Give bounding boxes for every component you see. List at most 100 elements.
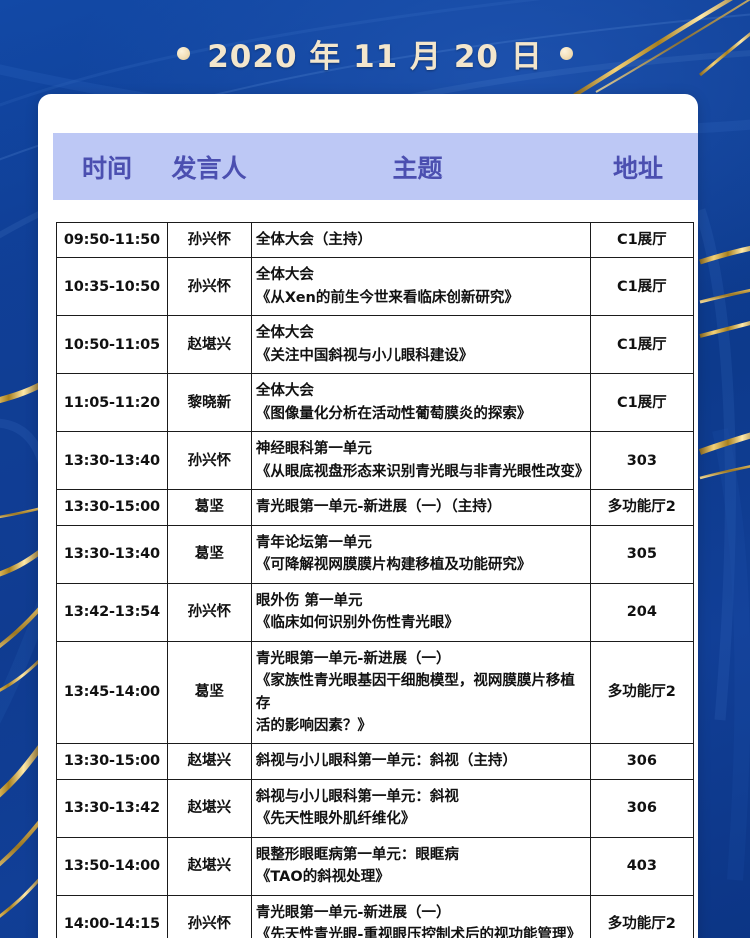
cell-time: 13:42-13:54 <box>56 582 168 642</box>
cell-venue: 多功能厅2 <box>589 640 695 745</box>
cell-topic: 斜视与小儿眼科第一单元：斜视（主持） <box>250 743 591 780</box>
event-date-text: 2020 年 11 月 20 日 <box>207 38 543 75</box>
topic-line: 眼整形眼眶病第一单元：眼眶病 <box>255 846 459 863</box>
topic-line: 《从Xen的前生今世来看临床创新研究》 <box>255 289 519 306</box>
cell-venue: 305 <box>589 524 695 584</box>
table-row: 13:30-13:40 葛坚 青年论坛第一单元《可降解视网膜膜片构建移植及功能研究》… <box>56 524 695 584</box>
table-row: 13:50-14:00 赵堪兴 眼整形眼眶病第一单元：眼眶病 《TAO的斜视处理》 40… <box>56 836 695 896</box>
cell-topic: 青年论坛第一单元《可降解视网膜膜片构建移植及功能研究》 <box>250 524 591 584</box>
cell-time: 13:30-15:00 <box>56 743 168 780</box>
cell-speaker: 赵堪兴 <box>166 743 252 780</box>
topic-line: 全体大会 <box>255 325 314 342</box>
cell-venue: C1展厅 <box>589 221 695 259</box>
table-row: 14:00-14:15 孙兴怀 青光眼第一单元-新进展（一） 《先天性青光眼-重视眼压… <box>56 894 695 938</box>
cell-topic: 青光眼第一单元-新进展（一） 《家族性青光眼基因干细胞模型，视网膜膜片移植存活的影… <box>250 640 591 745</box>
cell-time: 13:30-13:40 <box>56 431 168 491</box>
cell-venue: 306 <box>589 778 695 838</box>
topic-line: 全体大会 <box>255 267 314 284</box>
table-row: 13:30-15:00 葛坚 青光眼第一单元-新进展（一）（主持） 多功能厅2 <box>56 489 695 526</box>
cell-time: 13:45-14:00 <box>56 640 168 745</box>
table-row: 11:05-11:20 黎晓新 全体大会 《图像量化分析在活动性葡萄膜炎的探索》 C1展… <box>56 373 695 433</box>
cell-speaker: 孙兴怀 <box>166 257 252 317</box>
cell-speaker: 葛坚 <box>166 640 252 745</box>
topic-line: 活的影响因素？》 <box>255 717 372 734</box>
table-row: 13:30-13:40 孙兴怀 神经眼科第一单元《从眼底视盘形态来识别青光眼与非青光… <box>56 431 695 491</box>
cell-topic: 青光眼第一单元-新进展（一） 《先天性青光眼-重视眼压控制术后的视功能管理》 <box>250 894 591 938</box>
date-banner: 2020 年 11 月 20 日 <box>0 28 750 78</box>
cell-time: 13:30-15:00 <box>56 489 168 526</box>
cell-time: 14:00-14:15 <box>56 894 168 938</box>
cell-venue: 多功能厅2 <box>589 489 695 526</box>
column-header-topic: 主题 <box>392 153 443 183</box>
topic-line: 青光眼第一单元-新进展（一）（主持） <box>255 499 502 516</box>
cell-topic: 神经眼科第一单元《从眼底视盘形态来识别青光眼与非青光眼性改变》 <box>250 431 591 491</box>
topic-line: 《家族性青光眼基因干细胞模型，视网膜膜片移植存 <box>255 673 575 712</box>
topic-line: 眼外伤 第一单元 <box>255 592 363 609</box>
topic-line: 《先天性青光眼-重视眼压控制术后的视功能管理》 <box>255 927 581 938</box>
cell-venue: 204 <box>589 582 695 642</box>
table-header-band: 时间 发言人 主题 地址 <box>53 133 698 200</box>
topic-line: 青年论坛第一单元 <box>255 534 372 551</box>
cell-speaker: 葛坚 <box>166 524 252 584</box>
topic-line: 青光眼第一单元-新进展（一） <box>255 904 451 921</box>
table-row: 13:45-14:00 葛坚 青光眼第一单元-新进展（一） 《家族性青光眼基因干细胞模… <box>56 640 695 745</box>
table-row: 13:30-15:00 赵堪兴 斜视与小儿眼科第一单元：斜视（主持） 306 <box>56 743 695 780</box>
cell-venue: C1展厅 <box>589 257 695 317</box>
topic-line: 斜视与小儿眼科第一单元：斜视 <box>255 788 459 805</box>
cell-topic: 全体大会《关注中国斜视与小儿眼科建设》 <box>250 315 591 375</box>
cell-speaker: 赵堪兴 <box>166 836 252 896</box>
cell-venue: 多功能厅2 <box>589 894 695 938</box>
schedule-table-body: 09:50-11:50 孙兴怀 全体大会（主持） C1展厅 10:35-10:50 孙兴怀… <box>56 221 695 938</box>
cell-speaker: 孙兴怀 <box>166 431 252 491</box>
cell-time: 11:05-11:20 <box>56 373 168 433</box>
cell-topic: 全体大会《图像量化分析在活动性葡萄膜炎的探索》 <box>250 373 591 433</box>
cell-time: 09:50-11:50 <box>56 221 168 259</box>
cell-venue: C1展厅 <box>589 315 695 375</box>
cell-venue: 303 <box>589 431 695 491</box>
topic-line: 《图像量化分析在活动性葡萄膜炎的探索》 <box>255 405 532 422</box>
bullet-dot-icon <box>177 46 191 60</box>
topic-line: 全体大会 <box>255 383 314 400</box>
schedule-table-wrapper: 09:50-11:50 孙兴怀 全体大会（主持） C1展厅 10:35-10:50 孙兴怀… <box>56 221 695 938</box>
topic-line: 《关注中国斜视与小儿眼科建设》 <box>255 347 474 364</box>
topic-line: 神经眼科第一单元 <box>255 441 372 458</box>
table-row: 09:50-11:50 孙兴怀 全体大会（主持） C1展厅 <box>56 221 695 259</box>
cell-time: 10:35-10:50 <box>56 257 168 317</box>
cell-topic: 青光眼第一单元-新进展（一）（主持） <box>250 489 591 526</box>
cell-speaker: 赵堪兴 <box>166 778 252 838</box>
cell-topic: 全体大会《从Xen的前生今世来看临床创新研究》 <box>250 257 591 317</box>
cell-venue: 403 <box>589 836 695 896</box>
cell-topic: 眼整形眼眶病第一单元：眼眶病 《TAO的斜视处理》 <box>250 836 591 896</box>
column-header-venue: 地址 <box>612 153 663 183</box>
cell-speaker: 孙兴怀 <box>166 582 252 642</box>
cell-topic: 全体大会（主持） <box>250 221 591 259</box>
topic-line: 《从眼底视盘形态来识别青光眼与非青光眼性改变》 <box>255 463 590 480</box>
cell-speaker: 孙兴怀 <box>166 221 252 259</box>
table-row: 13:30-13:42 赵堪兴 斜视与小儿眼科第一单元：斜视 《先天性眼外肌纤维化》 3… <box>56 778 695 838</box>
cell-venue: 306 <box>589 743 695 780</box>
topic-line: 斜视与小儿眼科第一单元：斜视（主持） <box>255 753 517 770</box>
cell-time: 13:50-14:00 <box>56 836 168 896</box>
cell-speaker: 孙兴怀 <box>166 894 252 938</box>
cell-venue: C1展厅 <box>589 373 695 433</box>
cell-time: 13:30-13:40 <box>56 524 168 584</box>
bullet-dot-icon <box>559 46 573 60</box>
column-header-speaker: 发言人 <box>171 153 247 183</box>
topic-line: 《可降解视网膜膜片构建移植及功能研究》 <box>255 557 532 574</box>
schedule-table: 09:50-11:50 孙兴怀 全体大会（主持） C1展厅 10:35-10:50 孙兴怀… <box>56 221 695 938</box>
table-row: 10:50-11:05 赵堪兴 全体大会 《关注中国斜视与小儿眼科建设》 C1展厅 <box>56 315 695 375</box>
table-row: 10:35-10:50 孙兴怀 全体大会 《从Xen的前生今世来看临床创新研究》 C1展… <box>56 257 695 317</box>
cell-speaker: 葛坚 <box>166 489 252 526</box>
topic-line: 青光眼第一单元-新进展（一） <box>255 650 451 667</box>
topic-line: 《TAO的斜视处理》 <box>255 869 390 886</box>
cell-time: 10:50-11:05 <box>56 315 168 375</box>
column-header-time: 时间 <box>81 153 132 183</box>
topic-line: 《先天性眼外肌纤维化》 <box>255 811 416 828</box>
cell-speaker: 赵堪兴 <box>166 315 252 375</box>
topic-line: 《临床如何识别外伤性青光眼》 <box>255 615 459 632</box>
cell-speaker: 黎晓新 <box>166 373 252 433</box>
cell-topic: 斜视与小儿眼科第一单元：斜视 《先天性眼外肌纤维化》 <box>250 778 591 838</box>
topic-line: 全体大会（主持） <box>255 232 372 248</box>
cell-time: 13:30-13:42 <box>56 778 168 838</box>
table-row: 13:42-13:54 孙兴怀 眼外伤 第一单元《临床如何识别外伤性青光眼》 204 <box>56 582 695 642</box>
